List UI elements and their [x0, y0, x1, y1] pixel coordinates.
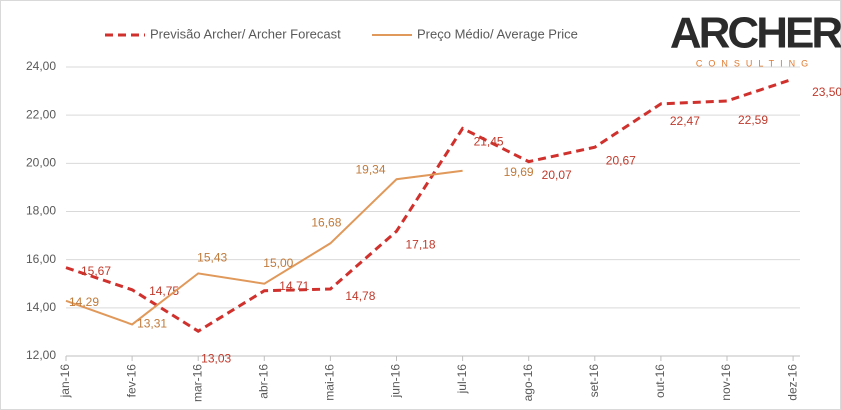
- x-tick-label: jun-16: [389, 364, 403, 399]
- legend-label: Preço Médio/ Average Price: [417, 26, 578, 41]
- data-label: 14,78: [345, 289, 375, 303]
- logo-text: ARCHER: [670, 9, 841, 58]
- x-tick-label: fev-16: [124, 364, 138, 398]
- legend-label: Previsão Archer/ Archer Forecast: [150, 26, 341, 41]
- data-label: 20,67: [606, 153, 636, 167]
- y-tick-label: 16,00: [26, 252, 56, 266]
- x-tick-label: nov-16: [719, 364, 733, 401]
- x-tick-label: ago-16: [521, 364, 535, 402]
- series-line: [65, 169, 463, 326]
- y-tick-label: 12,00: [26, 348, 56, 362]
- data-label: 15,43: [197, 251, 227, 265]
- data-label: 14,29: [69, 295, 99, 309]
- data-label: 21,45: [474, 135, 504, 149]
- logo: ARCHER CONSULTING: [670, 9, 841, 69]
- data-label: 22,47: [670, 114, 700, 128]
- x-tick-label: set-16: [587, 364, 601, 398]
- data-label: 19,69: [504, 165, 534, 179]
- x-tick-label: mai-16: [323, 364, 337, 401]
- x-tick-label: out-16: [653, 364, 667, 398]
- data-label: 20,07: [542, 168, 572, 182]
- x-tick-label: jan-16: [58, 364, 72, 399]
- series-line: [65, 77, 794, 333]
- data-label: 23,50: [812, 85, 841, 99]
- data-label: 22,59: [738, 113, 768, 127]
- data-label: 15,00: [263, 256, 293, 270]
- data-label: 17,18: [405, 237, 435, 251]
- x-tick-label: mar-16: [190, 364, 204, 402]
- data-label: 13,31: [137, 317, 167, 331]
- data-label: 19,34: [355, 162, 385, 176]
- logo-subtitle: CONSULTING: [696, 58, 814, 68]
- y-tick-label: 18,00: [26, 204, 56, 218]
- x-tick-label: jul-16: [455, 364, 469, 395]
- x-tick-label: dez-16: [785, 364, 799, 401]
- data-label: 13,03: [201, 351, 231, 365]
- y-tick-label: 20,00: [26, 156, 56, 170]
- y-tick-label: 14,00: [26, 300, 56, 314]
- data-label: 14,71: [279, 279, 309, 293]
- data-label: 16,68: [311, 215, 341, 229]
- y-tick-label: 22,00: [26, 107, 56, 121]
- x-tick-label: abr-16: [256, 364, 270, 399]
- data-label: 15,67: [81, 264, 111, 278]
- y-tick-label: 24,00: [26, 59, 56, 73]
